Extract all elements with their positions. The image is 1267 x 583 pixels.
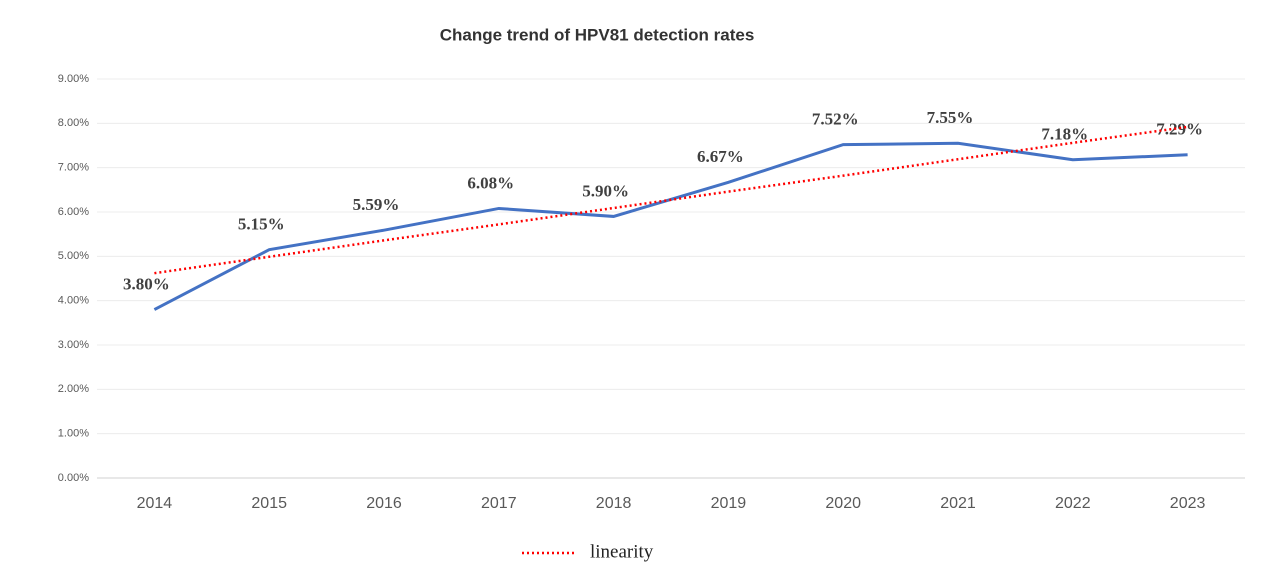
legend-label: linearity <box>590 541 654 562</box>
y-tick-label: 9.00% <box>58 73 89 85</box>
data-label: 5.15% <box>238 215 285 234</box>
y-tick-label: 7.00% <box>58 162 89 174</box>
x-tick-label: 2021 <box>940 495 976 512</box>
y-tick-label: 2.00% <box>58 383 89 395</box>
x-tick-label: 2023 <box>1170 495 1206 512</box>
series-line <box>153 141 1188 311</box>
data-label: 5.90% <box>582 181 629 200</box>
x-tick-label: 2017 <box>481 495 517 512</box>
x-tick-label: 2020 <box>825 495 861 512</box>
y-tick-label: 8.00% <box>58 117 89 129</box>
x-tick-label: 2014 <box>137 495 173 512</box>
data-label: 5.59% <box>353 195 400 214</box>
x-tick-label: 2016 <box>366 495 402 512</box>
x-tick-label: 2015 <box>251 495 287 512</box>
y-tick-label: 4.00% <box>58 295 89 307</box>
trend-line <box>154 125 1188 275</box>
y-tick-label: 6.00% <box>58 206 89 218</box>
data-label: 6.67% <box>697 147 744 166</box>
data-label: 7.18% <box>1041 125 1088 144</box>
data-label: 6.08% <box>467 173 514 192</box>
x-tick-label: 2018 <box>596 495 632 512</box>
data-label: 3.80% <box>123 274 170 293</box>
y-tick-label: 0.00% <box>58 472 89 484</box>
chart-title: Change trend of HPV81 detection rates <box>440 25 755 44</box>
y-tick-label: 3.00% <box>58 339 89 351</box>
x-tick-label: 2019 <box>711 495 747 512</box>
y-tick-label: 1.00% <box>58 428 89 440</box>
data-label: 7.55% <box>927 108 974 127</box>
data-label: 7.52% <box>812 110 859 129</box>
x-tick-label: 2022 <box>1055 495 1091 512</box>
y-tick-label: 5.00% <box>58 250 89 262</box>
